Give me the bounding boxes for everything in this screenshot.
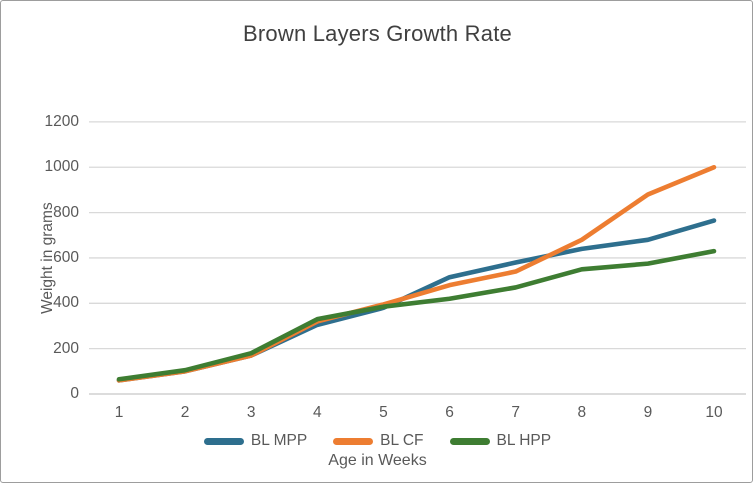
x-tick-label: 1 (114, 404, 124, 421)
legend-label: BL MPP (250, 432, 308, 449)
legend: BL MPP BL CF BL HPP (1, 432, 752, 450)
y-tick-label: 600 (53, 248, 79, 266)
y-tick-label: 1000 (44, 158, 79, 176)
x-tick-label: 4 (313, 404, 322, 421)
chart-title: Brown Layers Growth Rate (243, 21, 512, 46)
x-tick-label: 5 (379, 404, 388, 421)
legend-swatch-icon (333, 437, 374, 445)
legend-item-bl-cf: BL CF (333, 432, 424, 450)
y-axis-title: Weight in grams (39, 202, 56, 314)
series-line-bl-hpp (116, 248, 717, 382)
x-tick-label: 8 (577, 404, 587, 421)
y-tick-label: 200 (53, 339, 79, 357)
legend-label: BL CF (380, 432, 424, 449)
x-tick-label: 7 (511, 404, 520, 421)
x-tick-label: 2 (180, 404, 190, 421)
x-tick-label: 6 (445, 404, 454, 421)
x-tick-label: 10 (705, 404, 723, 421)
legend-swatch-icon (449, 437, 490, 445)
legend-item-bl-hpp: BL HPP (449, 432, 552, 450)
y-tick-label: 1200 (44, 112, 79, 130)
y-tick-label: 800 (53, 203, 79, 221)
x-tick-label: 3 (246, 404, 256, 421)
x-tick-label: 9 (643, 404, 653, 421)
legend-label: BL HPP (496, 432, 552, 449)
y-tick-label: 400 (53, 294, 79, 312)
legend-swatch-icon (203, 437, 244, 445)
x-axis-title: Age in Weeks (328, 452, 427, 469)
legend-item-bl-mpp: BL MPP (203, 432, 308, 450)
y-tick-label: 0 (70, 385, 79, 402)
